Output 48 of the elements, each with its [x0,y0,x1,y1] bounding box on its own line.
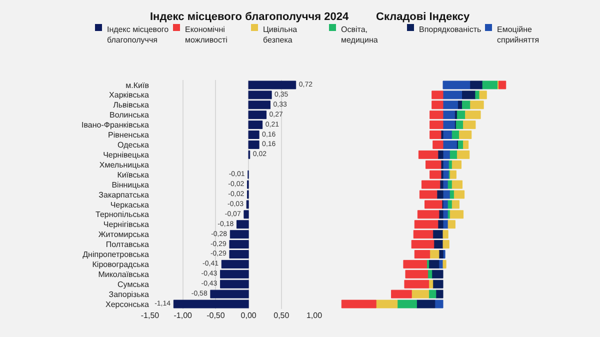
y-tick-label: Одеська [118,140,150,150]
bar [428,290,436,298]
bar [411,290,430,298]
bar [341,300,376,308]
y-tick-label: Хмельницька [99,160,150,170]
x-tick-label: -1,00 [174,311,193,320]
y-tick-label: Кіровоградська [92,260,150,269]
bar [442,260,446,268]
chart-title: Складові Індексу [376,11,471,23]
y-tick-label: Волинська [110,110,150,120]
chart-title: Індекс місцевого благополуччя 2024 [150,11,350,23]
x-tick-label: 0,50 [274,311,290,320]
y-tick-label: Харківська [109,90,150,100]
y-tick-label: Івано-Франківська [82,120,150,130]
legend-label: Емоційне сприйняття [497,25,540,44]
legend-label: Індекс місцевого благополуччя [107,25,170,44]
legend-label: Економічні можливості [185,25,228,44]
y-tick-label: Черкаська [110,200,150,210]
legend-label: Впорядкованість [419,25,482,34]
y-tick-label: Чернівецька [103,150,150,160]
bar [434,300,444,308]
legend-label: Освіта, медицина [341,25,378,44]
bar [430,250,440,258]
y-tick-label: Сумська [118,280,150,289]
y-tick-label: м.Київ [126,80,149,90]
bar [498,80,506,90]
y-tick-label: Рівненська [108,130,150,140]
y-tick-label: Полтавська [106,240,150,250]
y-tick-label: Тернопільська [96,210,150,220]
y-tick-label: Вінницька [112,180,150,190]
x-tick-label: 1,00 [306,311,323,320]
bar [397,300,417,308]
legend-label: Цивільна безпека [263,25,298,44]
bar [376,300,398,308]
y-tick-label: Чернігівська [103,220,150,230]
y-tick-label: Херсонська [106,300,150,309]
y-tick-label: Запорізька [108,290,150,299]
x-tick-label: -0,50 [206,311,226,320]
y-tick-label: Житомирська [98,230,150,240]
y-tick-label: Закарпатська [98,190,150,200]
y-tick-label: Дніпропетровська [82,250,150,260]
bar [416,300,436,308]
x-tick-label: 0,00 [240,311,257,320]
bar [482,80,498,90]
y-tick-label: Миколаївська [98,270,150,279]
y-tick-label: Львівська [113,100,150,110]
x-tick-label: -1,50 [140,311,160,320]
y-tick-label: Київська [117,170,150,180]
